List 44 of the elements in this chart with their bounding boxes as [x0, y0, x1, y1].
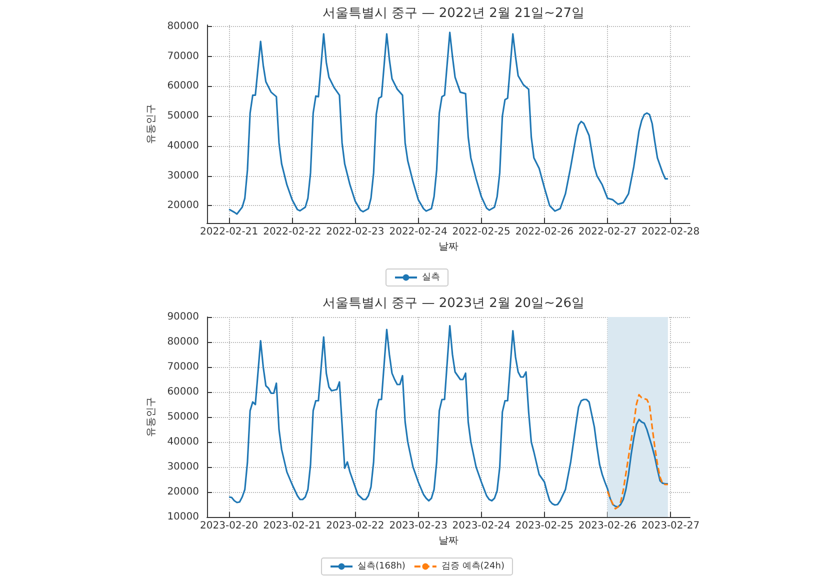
x-tick-label: 2023-02-21	[263, 520, 322, 532]
y-tick-label: 20000	[167, 200, 199, 212]
x-tick-label: 2022-02-23	[326, 226, 384, 238]
y-axis-title: 유동인구	[146, 397, 157, 437]
x-tick-label: 2022-02-24	[389, 226, 448, 238]
y-tick-label: 90000	[167, 312, 199, 322]
y-tick-label: 80000	[167, 336, 199, 348]
x-tick-label: 2023-02-23	[389, 520, 448, 532]
x-tick-label: 2023-02-25	[515, 520, 574, 532]
x-tick-label: 2022-02-22	[263, 226, 322, 238]
y-tick-label: 80000	[167, 20, 199, 32]
x-tick-label: 2022-02-25	[452, 226, 510, 238]
chart-title: 서울특별시 중구 — 2023년 2월 20일~26일	[322, 296, 584, 311]
y-tick-label: 70000	[167, 50, 199, 62]
legend-label: 실측	[422, 272, 440, 282]
legend-label: 검증 예측(24h)	[441, 562, 504, 572]
x-tick-label: 2022-02-28	[641, 226, 700, 238]
x-tick-label: 2023-02-24	[452, 520, 510, 532]
chart-title: 서울특별시 중구 — 2022년 2월 21일~27일	[322, 6, 584, 21]
y-tick-label: 60000	[167, 80, 199, 92]
x-axis-title: 날짜	[438, 535, 458, 546]
x-tick-label: 2022-02-27	[578, 226, 637, 238]
y-tick-label: 40000	[167, 436, 199, 448]
x-axis-title: 날짜	[438, 241, 458, 252]
y-tick-label: 50000	[167, 110, 199, 122]
line-series	[228, 32, 669, 215]
y-tick-label: 30000	[167, 462, 199, 472]
legend-label: 실측(168h)	[358, 562, 406, 572]
y-tick-label: 60000	[167, 386, 199, 398]
y-tick-label: 70000	[167, 362, 199, 372]
x-tick-label: 2022-02-26	[515, 226, 574, 238]
x-tick-label: 2022-02-21	[200, 226, 258, 238]
y-tick-label: 30000	[167, 170, 199, 182]
y-tick-label: 40000	[167, 140, 199, 152]
line-series	[228, 324, 669, 508]
y-tick-label: 20000	[167, 486, 199, 498]
y-tick-label: 10000	[167, 512, 199, 522]
x-tick-label: 2023-02-27	[641, 520, 700, 532]
x-tick-label: 2023-02-20	[200, 520, 258, 532]
x-tick-label: 2023-02-26	[578, 520, 637, 532]
line-series	[606, 394, 669, 510]
x-tick-label: 2023-02-22	[326, 520, 384, 532]
y-tick-label: 50000	[167, 412, 199, 422]
y-axis-title: 유동인구	[146, 104, 157, 144]
